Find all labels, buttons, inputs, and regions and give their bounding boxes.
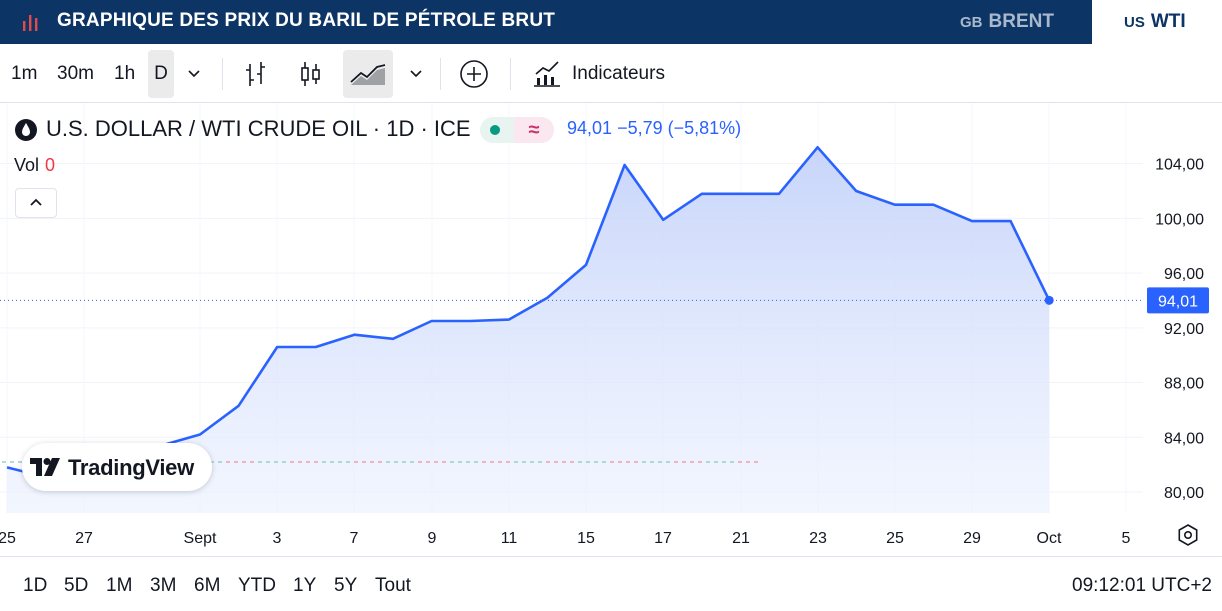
price-change: 94,01 −5,79 (−5,81%) [567, 118, 741, 139]
x-tick-label: 7 [350, 530, 359, 547]
indicators-label: Indicateurs [572, 63, 665, 84]
x-tick-label: 21 [732, 530, 750, 547]
price-line [6, 146, 1051, 479]
price-axis: 80,00 84,00 88,00 92,00 96,00 100,00 104,00 94,… [1147, 157, 1209, 502]
x-tick-label: Sept [184, 530, 217, 547]
tab-wti-label: WTI [1150, 11, 1186, 32]
bar-chart-icon [23, 15, 38, 31]
indicators-icon [534, 61, 560, 87]
toolbar-divider [222, 58, 223, 90]
market-status-badge[interactable]: ≈ [480, 117, 554, 143]
y-tick-label: 80,00 [1164, 485, 1204, 502]
x-tick-label: 5 [1122, 530, 1131, 547]
x-tick-label: 11 [501, 530, 518, 547]
chart-toolbar: 1m 30m 1h D [0, 46, 1222, 103]
chart-clock[interactable]: 09:12:01 UTC+2 [1072, 575, 1212, 596]
last-price-axis-label: 94,01 [1158, 293, 1198, 310]
range-bar: 1D 5D 1M 3M 6M YTD 1Y 5Y Tout 09:12:01 U… [0, 556, 1222, 611]
last-price-marker [1044, 295, 1054, 305]
range-5y-button[interactable]: 5Y [334, 575, 358, 596]
tradingview-logo-icon [30, 458, 60, 476]
range-1m-button[interactable]: 1M [106, 575, 133, 596]
change-value: −5,79 (−5,81%) [617, 118, 742, 138]
volume-legend: Vol 0 [14, 155, 55, 176]
time-axis: 25 27 Sept 3 7 9 11 15 17 21 23 25 29 Oct 5 [0, 530, 1131, 547]
interval-30m-button[interactable]: 30m [57, 63, 94, 84]
market-open-dot [490, 125, 500, 135]
range-3m-button[interactable]: 3M [150, 575, 177, 596]
tab-brent-label: BRENT [988, 11, 1054, 32]
symbol-title[interactable]: U.S. DOLLAR / WTI CRUDE OIL · 1D · ICE [46, 116, 471, 141]
bars-style-button[interactable] [242, 50, 270, 98]
interval-1h-button[interactable]: 1h [114, 63, 136, 84]
page-title: GRAPHIQUE DES PRIX DU BARIL DE PÉTROLE B… [57, 10, 556, 31]
chevron-down-icon [410, 70, 422, 78]
x-tick-label: 27 [75, 530, 93, 547]
candles-chart-icon [301, 62, 320, 86]
area-chart-icon [350, 64, 386, 85]
toolbar-divider [440, 58, 441, 90]
indicators-button[interactable]: Indicateurs [530, 50, 665, 98]
price-area [7, 147, 1050, 514]
x-tick-label: 23 [809, 530, 827, 547]
x-tick-label: Oct [1037, 530, 1062, 547]
compare-button[interactable] [459, 50, 489, 98]
x-tick-label: 25 [886, 530, 904, 547]
add-compare-icon [460, 60, 488, 88]
tab-wti[interactable]: US WTI [1092, 0, 1222, 44]
x-tick-label: 17 [654, 530, 672, 547]
tab-wti-code: US [1124, 14, 1145, 31]
tradingview-logo[interactable]: TradingView [22, 443, 212, 491]
range-ytd-button[interactable]: YTD [238, 575, 276, 596]
y-tick-label: 84,00 [1164, 430, 1204, 447]
y-tick-label: 92,00 [1164, 321, 1204, 338]
range-all-button[interactable]: Tout [375, 575, 411, 596]
interval-d-button[interactable]: D [148, 50, 174, 98]
range-5d-button[interactable]: 5D [64, 575, 89, 596]
tab-brent-code: GB [960, 14, 983, 31]
price-chart[interactable]: 80,00 84,00 88,00 92,00 96,00 100,00 104,00 94,… [0, 103, 1222, 558]
bars-chart-icon [246, 62, 265, 86]
range-1y-button[interactable]: 1Y [293, 575, 317, 596]
y-tick-label: 100,00 [1155, 211, 1204, 228]
drop-icon [15, 119, 37, 141]
volume-value: 0 [45, 155, 56, 175]
candles-style-button[interactable] [297, 50, 325, 98]
interval-1m-button[interactable]: 1m [11, 63, 38, 84]
volume-label: Vol [14, 155, 40, 175]
area-style-button[interactable] [343, 50, 393, 98]
settings-gear-icon[interactable] [1177, 524, 1199, 546]
chart-series [0, 146, 1143, 514]
chart-style-dropdown[interactable] [408, 50, 424, 98]
y-tick-label: 96,00 [1164, 266, 1204, 283]
tradingview-wordmark: TradingView [68, 455, 194, 480]
interval-dropdown[interactable] [186, 50, 202, 98]
x-tick-label: 29 [963, 530, 981, 547]
y-tick-label: 104,00 [1155, 157, 1204, 174]
tab-brent[interactable]: GB BRENT [960, 0, 1092, 44]
x-tick-label: 15 [577, 530, 595, 547]
header-bar: GRAPHIQUE DES PRIX DU BARIL DE PÉTROLE B… [0, 0, 1222, 44]
toolbar-divider [510, 58, 511, 90]
range-1d-button[interactable]: 1D [23, 575, 48, 596]
range-6m-button[interactable]: 6M [194, 575, 221, 596]
delayed-data-icon: ≈ [514, 117, 554, 143]
y-tick-label: 88,00 [1164, 376, 1204, 393]
last-price-axis-badge [1147, 287, 1209, 314]
chevron-down-icon [188, 70, 200, 78]
chevron-up-icon [30, 198, 42, 206]
x-tick-label: 3 [273, 530, 282, 547]
x-tick-label: 25 [0, 530, 16, 547]
collapse-legend-button[interactable] [15, 188, 57, 218]
x-tick-label: 9 [428, 530, 437, 547]
last-price: 94,01 [567, 118, 613, 138]
